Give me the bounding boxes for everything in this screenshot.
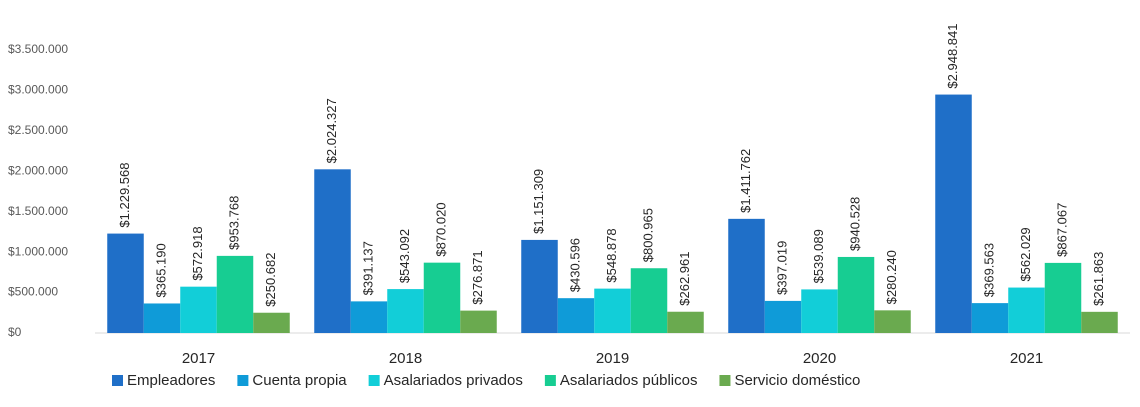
bar [764,300,802,333]
legend-label: Empleadores [127,372,215,389]
value-label: $250.682 [263,252,278,306]
legend-label: Asalariados privados [384,372,523,389]
value-label: $572.918 [190,226,205,280]
legend-swatch [237,375,249,386]
legend-label: Servicio doméstico [734,372,860,389]
value-label: $543.092 [397,229,412,283]
y-tick-label: $3.500.000 [8,42,68,56]
bar [314,169,351,333]
bar [667,311,704,333]
bar [253,312,290,333]
legend-swatch [719,375,731,386]
value-label: $391.137 [360,241,375,295]
x-tick-label: 2021 [1010,350,1043,367]
value-label: $800.965 [640,208,655,262]
value-label: $430.596 [567,238,582,292]
value-label: $365.190 [153,243,168,297]
bar [521,239,558,333]
bar [971,303,1009,333]
value-label: $262.961 [677,252,692,306]
bar [216,255,254,333]
value-label: $870.020 [433,202,448,256]
x-tick-label: 2020 [803,350,836,367]
bar [594,288,631,333]
value-label: $397.019 [774,241,789,295]
bar [107,233,144,333]
bar [1008,287,1045,333]
value-label: $539.089 [811,229,826,283]
y-tick-label: $2.500.000 [8,123,68,137]
bar [143,303,181,333]
y-tick-label: $1.000.000 [8,244,68,258]
legend-swatch [368,375,380,386]
y-tick-label: $1.500.000 [8,204,68,218]
value-label: $276.871 [470,250,485,304]
x-tick-label: 2019 [596,350,629,367]
bar [180,286,217,333]
bar [423,262,461,333]
x-tick-label: 2018 [389,350,422,367]
value-label: $548.878 [604,228,619,282]
value-label: $1.151.309 [531,169,546,234]
value-label: $2.024.327 [324,98,339,163]
bar [630,268,668,333]
value-label: $953.768 [226,196,241,250]
legend-swatch [544,375,556,386]
legend-swatch [112,375,123,386]
bar [1044,262,1082,333]
value-label: $369.563 [981,243,996,297]
value-label: $562.029 [1018,227,1033,281]
value-label: $1.411.762 [738,149,753,213]
value-label: $1.229.568 [117,163,132,228]
bar [460,310,497,333]
y-tick-label: $0 [8,325,22,339]
y-tick-label: $3.000.000 [8,83,68,97]
legend-label: Cuenta propia [252,372,347,389]
bar [874,310,911,333]
bar [387,289,424,333]
value-label: $940.528 [847,197,862,251]
bar [1081,311,1118,333]
value-label: $261.863 [1091,252,1106,306]
value-label: $280.240 [884,250,899,304]
y-tick-label: $500.000 [8,285,58,299]
bar [935,94,972,333]
bar [557,298,595,333]
bar [350,301,388,333]
value-label: $2.948.841 [945,23,960,88]
legend-label: Asalariados públicos [560,372,698,389]
bar [837,256,875,333]
value-label: $867.067 [1054,203,1069,257]
x-tick-label: 2017 [182,350,215,367]
y-tick-label: $2.000.000 [8,163,68,177]
bar [801,289,838,333]
bar [728,218,765,333]
